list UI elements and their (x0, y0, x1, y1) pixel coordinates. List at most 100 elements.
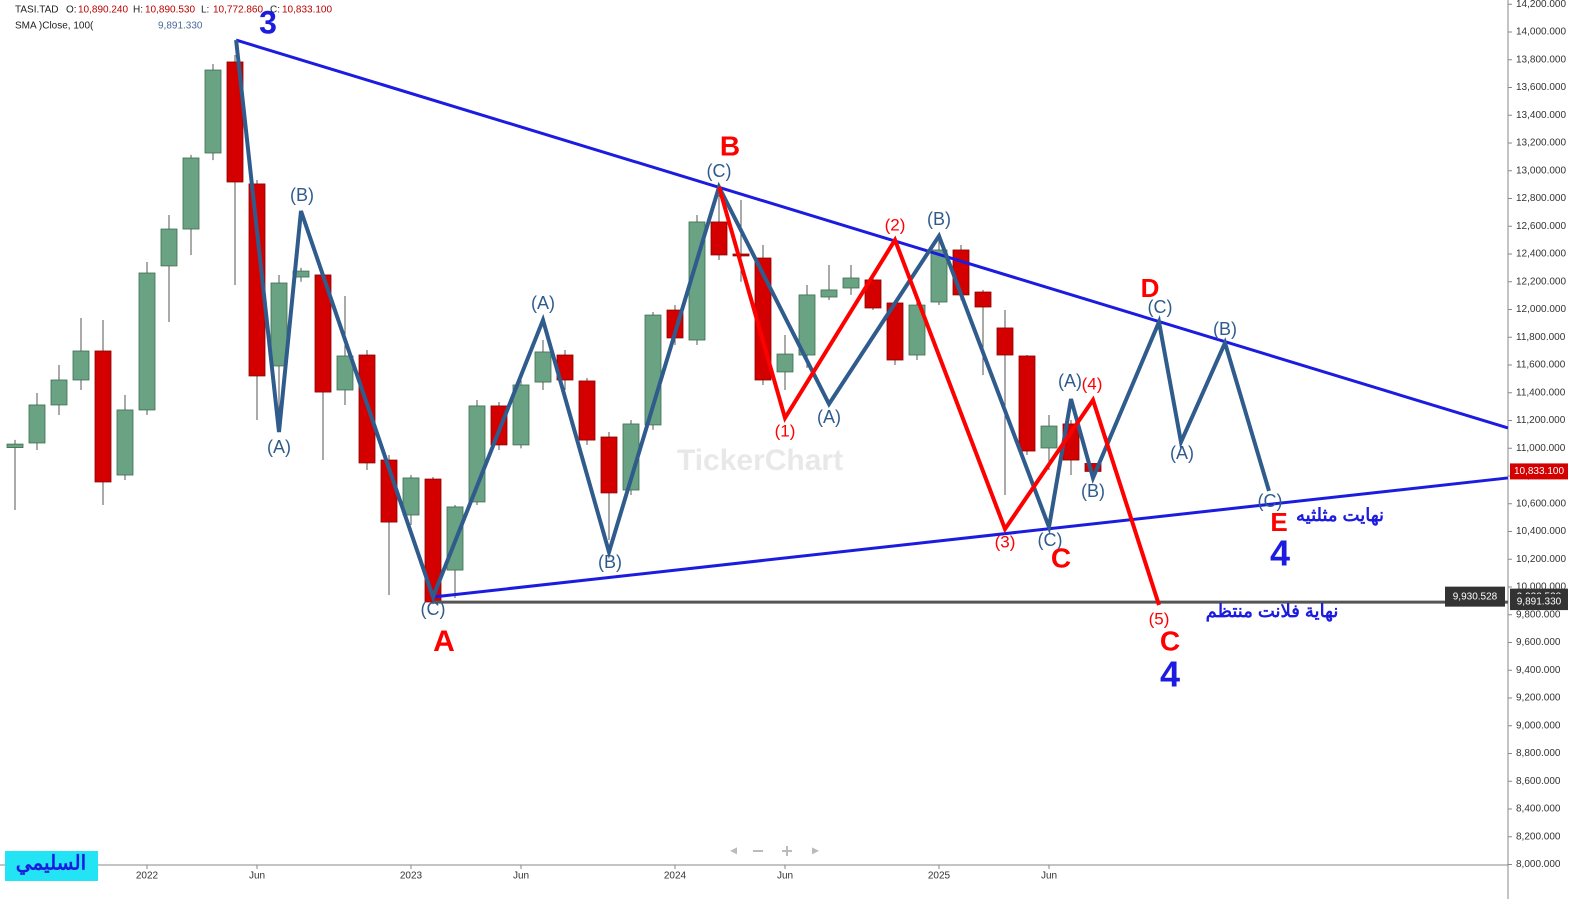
candle-body (842, 277, 860, 289)
x-tick-label: 2022 (136, 871, 159, 882)
candle-body (1018, 355, 1036, 452)
candle-body (402, 477, 420, 516)
y-tick-label: 9,200.000 (1516, 693, 1561, 704)
watermark: TickerChart (677, 444, 843, 477)
x-tick-label: Jun (513, 871, 529, 882)
header-key: H: (133, 5, 143, 16)
y-tick-label: 12,600.000 (1516, 221, 1566, 232)
level-tag-ext (1445, 586, 1505, 607)
candle-body (94, 350, 112, 483)
level-tag-left: 9,930.528 (1453, 591, 1498, 602)
wave-label: 4 (1160, 654, 1180, 695)
y-tick-label: 12,000.000 (1516, 304, 1566, 315)
wave-label: (B) (1213, 319, 1237, 339)
scroll-right[interactable]: ▸ (812, 842, 819, 858)
x-tick-label: Jun (777, 871, 793, 882)
wave-line (432, 476, 1509, 599)
candle-body (6, 443, 24, 448)
x-tick-label: 2023 (400, 871, 423, 882)
wave-label: B (720, 130, 740, 161)
y-tick-label: 14,200.000 (1516, 0, 1566, 10)
wave-label: C (1051, 542, 1071, 573)
wave-label: 4 (1270, 533, 1290, 574)
sma-tag: 9,891.330 (1517, 597, 1562, 608)
symbol: TASI.TAD (15, 5, 59, 16)
wave-label: (A) (817, 407, 841, 427)
wave-label: (C) (707, 161, 732, 181)
header-key: O: (66, 5, 77, 16)
wave-label: (A) (1170, 443, 1194, 463)
y-tick-label: 8,000.000 (1516, 859, 1561, 870)
wave-label: (B) (1081, 481, 1105, 501)
y-tick-label: 11,800.000 (1516, 332, 1566, 343)
y-tick-label: 13,600.000 (1516, 82, 1566, 93)
candle-body (138, 272, 156, 411)
candle-body (116, 409, 134, 476)
candle-body (1040, 425, 1058, 449)
y-tick-label: 13,000.000 (1516, 165, 1566, 176)
y-tick-label: 8,200.000 (1516, 831, 1561, 842)
candle-body (600, 436, 618, 494)
x-tick-label: 2025 (928, 871, 951, 882)
candle-body (930, 249, 948, 303)
candle-body (336, 355, 354, 391)
candle-body (270, 282, 288, 367)
header-key: C: (270, 5, 280, 16)
wave-label: نهاية فلانت منتظم (1206, 601, 1339, 622)
sma-value: 9,891.330 (158, 21, 203, 32)
candle-body (204, 69, 222, 154)
wave-label: (B) (598, 552, 622, 572)
y-tick-label: 9,000.000 (1516, 720, 1561, 731)
candle-body (28, 404, 46, 444)
last-price-tag-box (1510, 463, 1568, 480)
header-value: 10,890.240 (78, 5, 128, 16)
sma-tag-box (1510, 594, 1568, 611)
candle-body (776, 353, 794, 373)
header-key: L: (201, 5, 209, 16)
y-tick-label: 11,200.000 (1516, 415, 1566, 426)
wave-label: (B) (927, 209, 951, 229)
candle-body (864, 279, 882, 309)
candle-body (226, 61, 244, 183)
candle-body (512, 384, 530, 446)
wave-label: (3) (995, 532, 1016, 551)
wave-label: (A) (267, 437, 291, 457)
candle-body (182, 157, 200, 230)
wave-line (234, 39, 1271, 603)
y-tick-label: 13,800.000 (1516, 54, 1566, 65)
wave-label: 3 (259, 4, 277, 40)
y-tick-label: 10,400.000 (1516, 526, 1566, 537)
wave-line (235, 38, 1509, 430)
y-tick-label: 9,600.000 (1516, 637, 1561, 648)
zoom-out[interactable] (753, 850, 763, 852)
candle-body (798, 294, 816, 356)
y-tick-label: 11,600.000 (1516, 360, 1566, 371)
candle-body (732, 253, 750, 257)
wave-label: E (1270, 507, 1287, 537)
scroll-left[interactable]: ◂ (730, 842, 737, 858)
y-tick-label: 8,600.000 (1516, 776, 1561, 787)
zoom-in-bar (786, 846, 788, 856)
header-value: 10,833.100 (282, 5, 332, 16)
header-value: 10,772.860 (213, 5, 263, 16)
candle-body (160, 228, 178, 267)
y-tick-label: 11,000.000 (1516, 443, 1566, 454)
y-tick-label: 13,400.000 (1516, 110, 1566, 121)
wave-label: (1) (775, 421, 796, 440)
y-tick-label: 8,400.000 (1516, 804, 1561, 815)
y-tick-label: 12,800.000 (1516, 193, 1566, 204)
wave-label: D (1141, 273, 1160, 303)
candle-body (710, 221, 728, 256)
wave-label: (A) (1058, 371, 1082, 391)
candle-body (50, 379, 68, 406)
wave-label: (C) (1148, 297, 1173, 317)
y-tick-label: 9,800.000 (1516, 609, 1561, 620)
signature-box (5, 851, 98, 881)
candle-body (820, 289, 838, 298)
y-tick-label: 14,000.000 (1516, 27, 1566, 38)
candle-body (578, 380, 596, 441)
candle-body (248, 183, 266, 377)
x-tick-label: Jun (1041, 871, 1057, 882)
sma-label: SMA )Close, 100( (15, 21, 94, 32)
